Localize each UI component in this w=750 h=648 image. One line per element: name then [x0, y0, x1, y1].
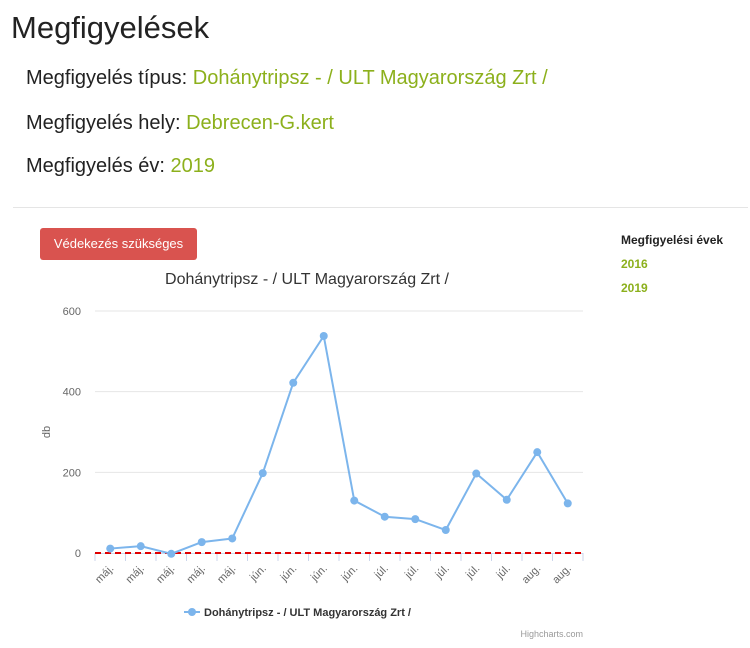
x-tick-label: máj.	[154, 563, 177, 586]
data-point	[197, 538, 206, 547]
y-axis-label: db	[41, 426, 53, 438]
data-point	[380, 512, 389, 521]
chart-title: Dohánytripsz - / ULT Magyarország Zrt /	[165, 271, 449, 288]
x-tick-label: jún.	[339, 563, 361, 585]
data-point	[258, 469, 267, 478]
legend-marker	[188, 608, 196, 616]
x-tick-label: aug.	[550, 563, 574, 587]
x-tick-label: jún.	[247, 563, 269, 585]
x-tick-label: júl.	[494, 563, 513, 582]
data-point	[106, 544, 115, 553]
x-tick-label: júl.	[372, 563, 391, 582]
observation-year-value: 2019	[170, 155, 216, 177]
observation-place-label: Megfigyelés hely:	[26, 112, 181, 134]
y-tick-label: 0	[75, 548, 81, 560]
year-link-2016[interactable]: 2016	[621, 257, 648, 271]
series-line	[110, 335, 569, 555]
data-point	[167, 549, 176, 558]
x-tick-label: máj.	[185, 563, 208, 586]
section-divider	[13, 207, 748, 208]
x-tick-label: máj.	[93, 563, 116, 586]
x-tick-label: máj.	[124, 563, 147, 586]
data-point	[441, 526, 450, 535]
page-title: Megfigyelések	[11, 10, 210, 45]
observation-year-label: Megfigyelés év:	[26, 155, 165, 177]
observation-type-label: Megfigyelés típus:	[26, 67, 188, 89]
x-tick-label: júl.	[433, 563, 452, 582]
observation-place-value: Debrecen-G.kert	[186, 112, 334, 134]
years-heading: Megfigyelési évek	[621, 233, 724, 247]
data-point	[289, 378, 298, 387]
observation-type-line: Megfigyelés típus: Dohánytripsz - / ULT …	[26, 67, 548, 90]
data-point	[228, 534, 237, 543]
data-point	[411, 515, 420, 524]
data-point	[502, 495, 511, 504]
x-tick-label: máj.	[215, 563, 238, 586]
observation-year-line: Megfigyelés év: 2019	[26, 155, 215, 178]
x-tick-label: júl.	[463, 563, 482, 582]
data-point	[563, 499, 572, 508]
observation-place-line: Megfigyelés hely: Debrecen-G.kert	[26, 112, 334, 135]
data-point	[319, 332, 328, 341]
legend-label: Dohánytripsz - / ULT Magyarország Zrt /	[204, 607, 411, 619]
line-chart: Dohánytripsz - / ULT Magyarország Zrt / 0…	[41, 271, 584, 639]
chart-credits: Highcharts.com	[520, 629, 583, 639]
observation-years-panel: Megfigyelési évek 2016 2019	[621, 234, 731, 294]
observation-type-value: Dohánytripsz - / ULT Magyarország Zrt /	[192, 67, 548, 89]
y-tick-label: 200	[63, 467, 81, 479]
x-tick-label: júl.	[402, 563, 421, 582]
y-tick-label: 600	[63, 306, 81, 318]
data-point	[136, 542, 145, 551]
data-point	[533, 448, 542, 457]
year-link-2019[interactable]: 2019	[621, 281, 648, 295]
x-tick-label: aug.	[520, 563, 544, 587]
x-tick-label: jún.	[278, 563, 300, 585]
data-point	[350, 496, 359, 505]
protection-needed-button[interactable]: Védekezés szükséges	[40, 228, 197, 260]
y-tick-label: 400	[63, 387, 81, 399]
data-point	[472, 469, 481, 478]
x-tick-label: jún.	[308, 563, 330, 585]
